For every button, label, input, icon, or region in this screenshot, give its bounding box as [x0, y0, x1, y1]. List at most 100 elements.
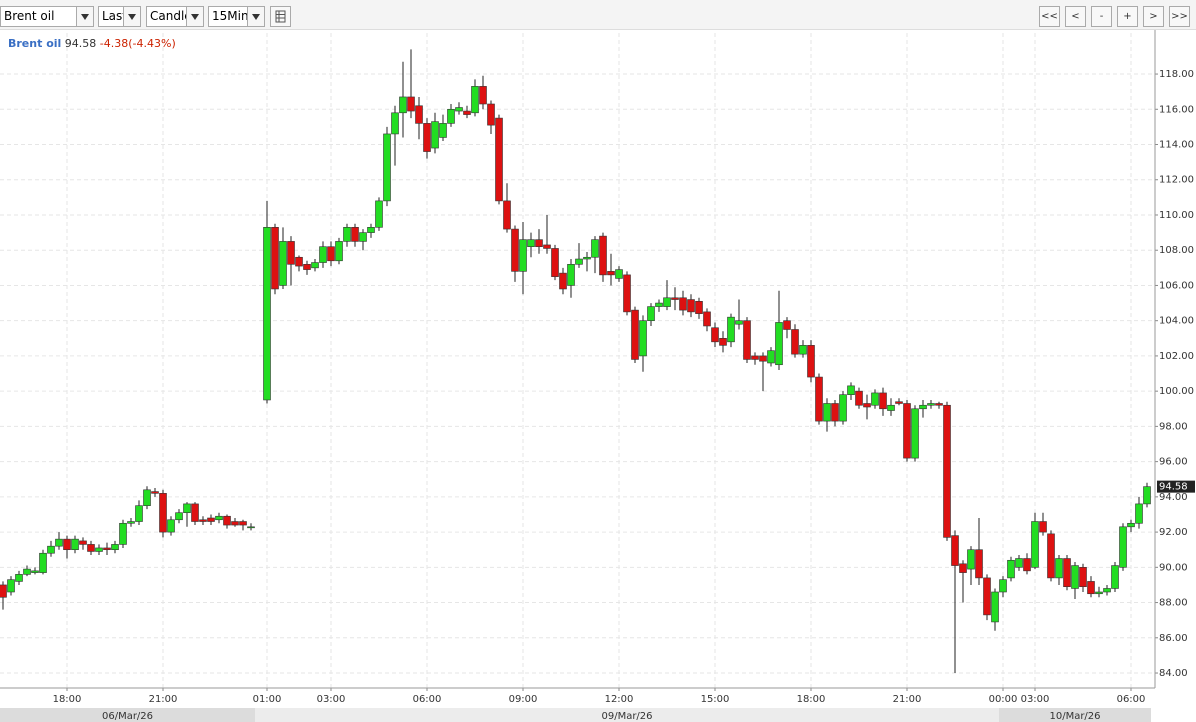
- nav-button[interactable]: +: [1117, 6, 1138, 27]
- y-tick-label: 90.00: [1159, 562, 1188, 573]
- candle-body: [959, 563, 967, 573]
- date-band: [0, 708, 255, 722]
- candle-body: [71, 538, 79, 551]
- y-tick-label: 100.00: [1159, 386, 1194, 397]
- candle-body: [615, 269, 623, 279]
- candle-body: [951, 535, 959, 566]
- candle-body: [815, 376, 823, 422]
- candle-body: [663, 297, 671, 307]
- candle-body: [919, 404, 927, 410]
- candle-body: [695, 301, 703, 314]
- candle-body: [559, 272, 567, 290]
- x-tick-label: 21:00: [893, 694, 922, 705]
- candle-body: [335, 241, 343, 262]
- nav-button[interactable]: >: [1143, 6, 1164, 27]
- x-tick-label: 18:00: [53, 694, 82, 705]
- candle-body: [207, 517, 215, 522]
- candle-body: [887, 404, 895, 411]
- table-icon: [275, 10, 286, 23]
- candle-body: [679, 297, 687, 311]
- nav-button[interactable]: -: [1091, 6, 1112, 27]
- candle-body: [87, 544, 95, 552]
- candle-body: [823, 403, 831, 422]
- table-button[interactable]: [270, 6, 291, 27]
- candle-body: [943, 404, 951, 538]
- style-text: Candle: [150, 9, 192, 23]
- candle-body: [703, 311, 711, 327]
- candle-body: [287, 241, 295, 265]
- candle-body: [623, 274, 631, 313]
- candle-body: [383, 133, 391, 202]
- candle-body: [55, 538, 63, 547]
- candle-body: [551, 248, 559, 277]
- candle-body: [343, 227, 351, 242]
- y-tick-label: 86.00: [1159, 633, 1188, 644]
- legend-change: -4.38(-4.43%): [99, 37, 176, 50]
- candle-body: [543, 244, 551, 249]
- dropdown-arrow: [247, 7, 264, 26]
- candle-body: [511, 228, 519, 272]
- candle-body: [751, 355, 759, 360]
- candle-body: [503, 200, 511, 230]
- y-tick-label: 98.00: [1159, 421, 1188, 432]
- candle-body: [439, 123, 447, 138]
- candle-body: [167, 519, 175, 533]
- candle-body: [1031, 521, 1039, 568]
- instrument-select[interactable]: Brent oil: [0, 6, 94, 27]
- candle-body: [1087, 581, 1095, 595]
- candle-body: [215, 515, 223, 521]
- candle-body: [175, 512, 183, 521]
- candle-body: [279, 241, 287, 286]
- candle-body: [783, 320, 791, 330]
- candle-body: [687, 299, 695, 313]
- nav-button[interactable]: >>: [1169, 6, 1190, 27]
- price-select[interactable]: Last: [98, 6, 141, 27]
- y-tick-label: 108.00: [1159, 245, 1194, 256]
- candle-body: [487, 103, 495, 126]
- candle-body: [1111, 565, 1119, 589]
- candle-body: [183, 503, 191, 514]
- x-tick-label: 09:00: [509, 694, 538, 705]
- candle-body: [855, 390, 863, 406]
- nav-button[interactable]: <<: [1039, 6, 1060, 27]
- candle-body: [775, 322, 783, 366]
- x-tick-label: 15:00: [701, 694, 730, 705]
- x-tick-label: 01:00: [253, 694, 282, 705]
- candle-body: [727, 316, 735, 343]
- x-tick-label: 21:00: [149, 694, 178, 705]
- candle-body: [1135, 503, 1143, 524]
- candle-body: [607, 271, 615, 276]
- candle-body: [975, 549, 983, 579]
- candle-body: [1047, 533, 1055, 579]
- candle-body: [1079, 567, 1087, 588]
- candle-body: [495, 117, 503, 202]
- candle-body: [999, 579, 1007, 593]
- last-price-label: 94.58: [1159, 482, 1188, 493]
- y-tick-label: 110.00: [1159, 210, 1194, 221]
- candle-body: [463, 110, 471, 115]
- price-text: Last: [102, 9, 127, 23]
- candle-body: [591, 239, 599, 258]
- dropdown-arrow: [76, 7, 93, 26]
- candle-body: [119, 522, 127, 545]
- x-tick-label: 03:00: [317, 694, 346, 705]
- y-tick-label: 92.00: [1159, 527, 1188, 538]
- candle-body: [911, 408, 919, 459]
- candle-body: [1039, 521, 1047, 533]
- candle-body: [831, 403, 839, 422]
- candle-body: [1023, 558, 1031, 572]
- candle-body: [479, 86, 487, 105]
- candle-body: [983, 577, 991, 616]
- style-select[interactable]: Candle: [146, 6, 204, 27]
- interval-select[interactable]: 15Min: [208, 6, 265, 27]
- dropdown-arrow: [123, 7, 140, 26]
- legend-price: 94.58: [64, 37, 97, 50]
- candle-body: [319, 246, 327, 263]
- candle-body: [583, 256, 591, 260]
- candle-body: [311, 262, 319, 269]
- candle-body: [903, 403, 911, 459]
- chart: 06/Mar/26 09/Mar/26 10/Mar/26 84.00 86.00 88.…: [0, 30, 1195, 722]
- date-label: 06/Mar/26: [102, 711, 153, 722]
- nav-button[interactable]: <: [1065, 6, 1086, 27]
- legend: Brent oil 94.58 -4.38(-4.43%): [8, 37, 176, 50]
